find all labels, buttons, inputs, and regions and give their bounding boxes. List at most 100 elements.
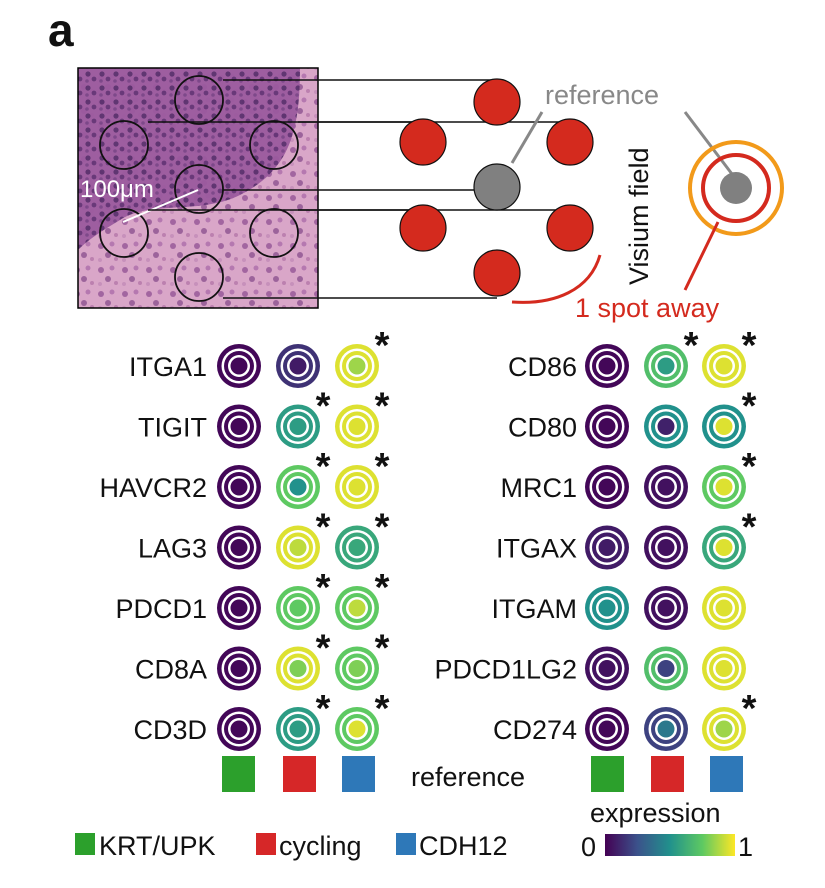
expression-spot: [702, 525, 746, 570]
expression-spot: [217, 646, 261, 691]
schematic-spots: [399, 78, 594, 297]
center-dot: [657, 660, 675, 677]
center-dot: [598, 418, 616, 435]
significance-star: *: [316, 567, 331, 609]
expression-spot: [276, 465, 320, 509]
expression-spot: [585, 465, 629, 509]
expression-spot: [335, 586, 379, 630]
gene-label-cd8a: CD8A: [135, 655, 207, 685]
reference-squares-right: [591, 756, 743, 792]
center-dot: [230, 478, 248, 496]
expression-spot: [276, 646, 320, 691]
center-dot: [715, 478, 733, 496]
significance-star: *: [742, 446, 757, 488]
center-dot: [348, 478, 366, 496]
center-dot: [657, 539, 675, 556]
expression-spot: [644, 586, 688, 630]
expression-spot: [335, 707, 379, 751]
expression-spot: [644, 465, 688, 509]
center-dot: [289, 418, 307, 435]
gene-label-tigit: TIGIT: [138, 413, 207, 443]
gene-label-itgam: ITGAM: [492, 594, 578, 624]
legend-label-cycling: cycling: [279, 831, 362, 861]
significance-star: *: [375, 507, 390, 549]
expression-spot: [585, 646, 629, 691]
expression-spot: [276, 525, 320, 570]
legend-label-cdh12: CDH12: [419, 831, 508, 861]
center-dot: [715, 660, 733, 677]
center-dot: [598, 720, 616, 738]
histology-image: [77, 67, 319, 309]
spot-lower-right: [546, 204, 594, 252]
field-rings-icon: [683, 111, 784, 291]
colorbar-title: expression: [590, 798, 721, 828]
significance-star: *: [375, 567, 390, 609]
spot-lower-left: [399, 204, 447, 252]
significance-star: *: [375, 446, 390, 488]
significance-star: *: [684, 325, 699, 367]
gene-label-havcr2: HAVCR2: [99, 473, 207, 503]
gene-label-itga1: ITGA1: [129, 352, 207, 382]
colorbar-max: 1: [738, 832, 753, 862]
significance-star: *: [375, 325, 390, 367]
expression-spot: [702, 646, 746, 691]
center-dot: [289, 478, 307, 496]
ref-square-krt-right: [591, 756, 624, 792]
expression-spot: [702, 586, 746, 630]
ref-square-cdh12-left: [342, 756, 375, 792]
legend-swatch-cycling: [256, 833, 276, 855]
center-dot: [715, 599, 733, 617]
center-dot: [715, 418, 733, 435]
spot-away-label: 1 spot away: [575, 293, 720, 323]
expression-spot: [644, 344, 688, 388]
reference-squares-left: [222, 756, 375, 792]
center-dot: [715, 539, 733, 556]
center-dot: [657, 478, 675, 496]
center-dot: [230, 418, 248, 435]
center-dot: [289, 720, 307, 738]
center-dot: [230, 599, 248, 617]
center-dot: [598, 539, 616, 556]
expression-spot: [702, 344, 746, 388]
expression-spot: [276, 586, 320, 630]
significance-star: *: [375, 386, 390, 428]
center-dot: [289, 660, 307, 677]
expression-colorbar: expression 0 1: [581, 798, 753, 862]
expression-spot: [644, 646, 688, 691]
expression-spot: [276, 404, 320, 449]
gene-label-itgax: ITGAX: [496, 534, 577, 564]
ref-square-cycling-right: [651, 756, 684, 792]
significance-star: *: [742, 325, 757, 367]
expression-spot: [335, 404, 379, 449]
gene-label-pdcd1lg2: PDCD1LG2: [434, 655, 577, 685]
center-dot: [715, 357, 733, 375]
gene-label-cd3d: CD3D: [133, 715, 207, 745]
ref-square-krt-left: [222, 756, 255, 792]
colorbar-min: 0: [581, 832, 596, 862]
expression-spot: [335, 465, 379, 509]
significance-star: *: [316, 507, 331, 549]
expression-spot: [585, 707, 629, 751]
expression-spot: [276, 344, 320, 388]
significance-star: *: [316, 628, 331, 670]
expression-spot: [217, 465, 261, 509]
center-dot: [348, 660, 366, 677]
center-dot: [657, 599, 675, 617]
scale-label: 100μm: [80, 176, 154, 203]
center-dot: [289, 357, 307, 375]
expression-spot: [644, 404, 688, 449]
spot-bottom: [473, 249, 521, 297]
panel-label: a: [48, 4, 74, 56]
significance-star: *: [316, 446, 331, 488]
center-dot: [289, 539, 307, 556]
center-dot: [715, 720, 733, 738]
center-dot: [348, 720, 366, 738]
gene-label-lag3: LAG3: [138, 534, 207, 564]
center-dot: [657, 418, 675, 435]
center-dot: [657, 720, 675, 738]
colorbar-gradient: [605, 834, 735, 856]
center-dot: [348, 599, 366, 617]
expression-spot: [217, 707, 261, 751]
gene-label-cd80: CD80: [508, 413, 577, 443]
